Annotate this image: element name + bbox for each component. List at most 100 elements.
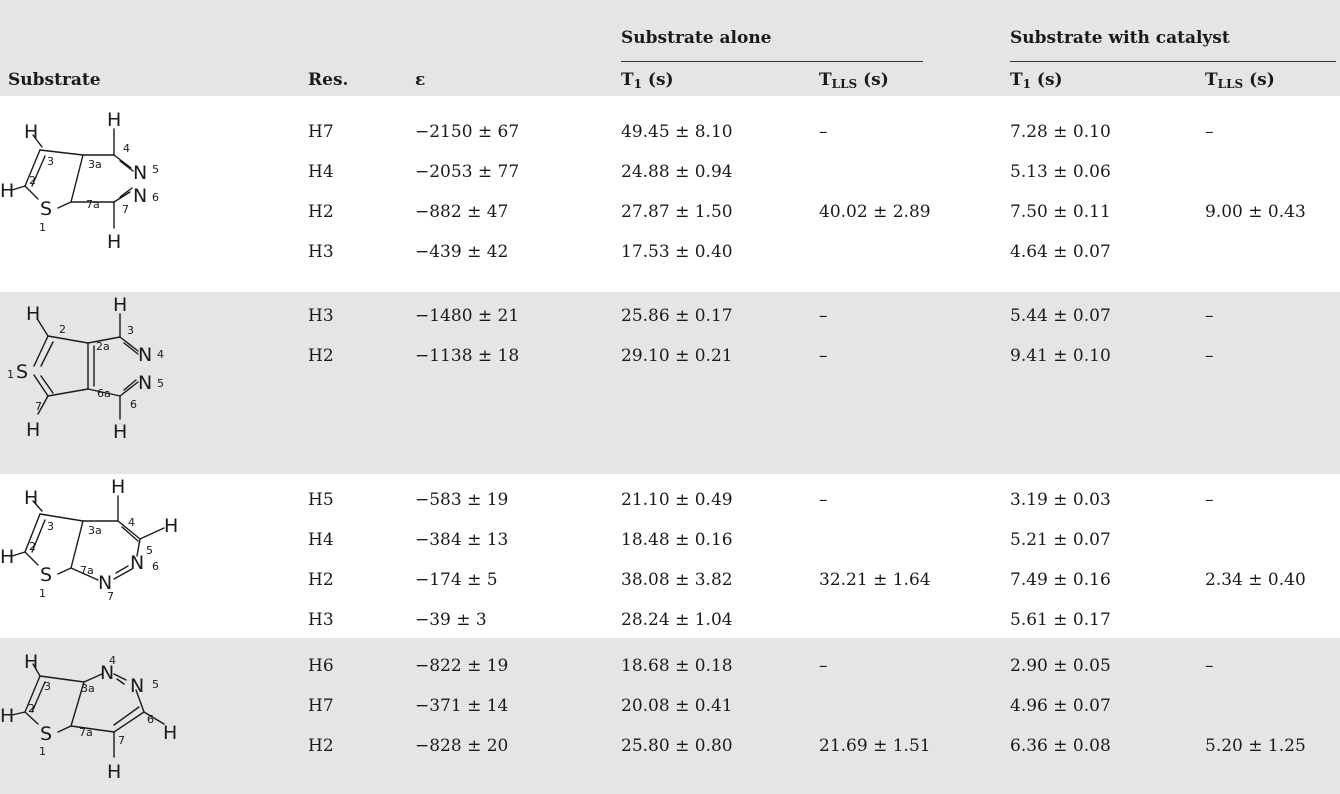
cell-t1-alone: 17.53 ± 0.40 bbox=[621, 242, 733, 262]
atom-number: 4 bbox=[128, 516, 135, 529]
atom-number: 4 bbox=[157, 348, 164, 361]
atom-label: N bbox=[133, 185, 147, 207]
atom-number: 7 bbox=[107, 590, 114, 603]
atom-label: H bbox=[24, 487, 38, 509]
cell-res: H7 bbox=[308, 122, 334, 142]
atom-label: N bbox=[130, 675, 144, 697]
atom-number: 3 bbox=[44, 680, 51, 693]
cell-tlls-alone: 32.21 ± 1.64 bbox=[819, 570, 931, 590]
atom-label: N bbox=[130, 552, 144, 574]
cell-t1-alone: 24.88 ± 0.94 bbox=[621, 162, 733, 182]
atom-number: 3 bbox=[47, 520, 54, 533]
cell-res: H2 bbox=[308, 202, 334, 222]
atom-number: 7 bbox=[118, 734, 125, 747]
cell-res: H6 bbox=[308, 656, 334, 676]
cell-res: H3 bbox=[308, 610, 334, 630]
cell-tlls-catalyst: 5.20 ± 1.25 bbox=[1205, 736, 1306, 756]
molecule-structure-2: H H S N N H H 2 3 2a 1 4 5 7 6a 6 bbox=[7, 294, 164, 443]
atom-label: H bbox=[107, 231, 121, 253]
atom-label: N bbox=[100, 662, 114, 684]
cell-t1-catalyst: 5.13 ± 0.06 bbox=[1010, 162, 1111, 182]
cell-epsilon: −1480 ± 21 bbox=[415, 306, 520, 326]
atom-number: 6a bbox=[97, 387, 111, 400]
atom-number: 6 bbox=[130, 398, 137, 411]
atom-number: 3a bbox=[88, 524, 102, 537]
atom-number: 1 bbox=[39, 587, 46, 600]
cell-t1-alone: 28.24 ± 1.04 bbox=[621, 610, 733, 630]
atom-label: H bbox=[26, 303, 40, 325]
cell-t1-alone: 38.08 ± 3.82 bbox=[621, 570, 733, 590]
atom-label: N bbox=[98, 572, 112, 594]
atom-label: S bbox=[40, 564, 52, 586]
atom-number: 5 bbox=[152, 678, 159, 691]
cell-t1-catalyst: 6.36 ± 0.08 bbox=[1010, 736, 1111, 756]
col-header-t1-catalyst: T1 (s) bbox=[1010, 70, 1063, 91]
row-band-4 bbox=[0, 638, 1340, 794]
atom-label: H bbox=[107, 109, 121, 131]
atom-label: H bbox=[111, 476, 125, 498]
atom-label: S bbox=[40, 723, 52, 745]
cell-tlls-alone: – bbox=[819, 490, 828, 510]
atom-number: 5 bbox=[152, 163, 159, 176]
cell-t1-alone: 27.87 ± 1.50 bbox=[621, 202, 733, 222]
atom-label: N bbox=[138, 372, 152, 394]
cell-res: H3 bbox=[308, 306, 334, 326]
cell-tlls-catalyst: – bbox=[1205, 656, 1214, 676]
cell-res: H3 bbox=[308, 242, 334, 262]
cell-epsilon: −2053 ± 77 bbox=[415, 162, 520, 182]
molecule-structure-1: H H H S N N H 3 3a 4 5 2 6 7a 7 1 bbox=[0, 109, 159, 253]
cell-tlls-catalyst: – bbox=[1205, 346, 1214, 366]
cell-t1-alone: 21.10 ± 0.49 bbox=[621, 490, 733, 510]
cell-res: H2 bbox=[308, 736, 334, 756]
atom-number: 1 bbox=[39, 745, 46, 758]
col-header-res: Res. bbox=[308, 70, 349, 90]
atom-number: 4 bbox=[123, 142, 130, 155]
atom-label: H bbox=[26, 419, 40, 441]
cell-tlls-alone: 40.02 ± 2.89 bbox=[819, 202, 931, 222]
cell-t1-catalyst: 2.90 ± 0.05 bbox=[1010, 656, 1111, 676]
atom-number: 6 bbox=[152, 191, 159, 204]
atom-number: 7 bbox=[122, 203, 129, 216]
atom-number: 1 bbox=[39, 221, 46, 234]
cell-tlls-catalyst: – bbox=[1205, 122, 1214, 142]
cell-tlls-alone: – bbox=[819, 306, 828, 326]
col-header-t1-alone: T1 (s) bbox=[621, 70, 674, 91]
atom-number: 1 bbox=[7, 368, 14, 381]
atom-label: H bbox=[113, 421, 127, 443]
atom-number: 3 bbox=[127, 324, 134, 337]
cell-res: H4 bbox=[308, 162, 334, 182]
atom-label: H bbox=[107, 761, 121, 783]
cell-t1-catalyst: 7.28 ± 0.10 bbox=[1010, 122, 1111, 142]
atom-label: H bbox=[24, 651, 38, 673]
cell-t1-catalyst: 5.21 ± 0.07 bbox=[1010, 530, 1111, 550]
atom-number: 2 bbox=[29, 540, 36, 553]
cell-tlls-alone: – bbox=[819, 122, 828, 142]
cell-t1-catalyst: 9.41 ± 0.10 bbox=[1010, 346, 1111, 366]
cell-res: H5 bbox=[308, 490, 334, 510]
atom-number: 2a bbox=[96, 340, 110, 353]
cell-res: H7 bbox=[308, 696, 334, 716]
atom-number: 3a bbox=[81, 682, 95, 695]
cell-t1-alone: 18.68 ± 0.18 bbox=[621, 656, 733, 676]
col-header-epsilon: ε bbox=[415, 70, 426, 90]
atom-number: 7a bbox=[86, 198, 100, 211]
cell-epsilon: −439 ± 42 bbox=[415, 242, 509, 262]
atom-number: 4 bbox=[109, 654, 116, 667]
cell-t1-alone: 25.86 ± 0.17 bbox=[621, 306, 733, 326]
cell-epsilon: −39 ± 3 bbox=[415, 610, 487, 630]
cell-tlls-catalyst: – bbox=[1205, 306, 1214, 326]
atom-label: H bbox=[0, 180, 14, 202]
header-substrate-alone: Substrate alone bbox=[621, 28, 772, 48]
atom-label: H bbox=[113, 294, 127, 316]
cell-t1-catalyst: 4.96 ± 0.07 bbox=[1010, 696, 1111, 716]
atom-label: S bbox=[16, 361, 28, 383]
atom-number: 5 bbox=[157, 377, 164, 390]
cell-epsilon: −822 ± 19 bbox=[415, 656, 509, 676]
cell-res: H4 bbox=[308, 530, 334, 550]
cell-t1-catalyst: 3.19 ± 0.03 bbox=[1010, 490, 1111, 510]
atom-label: N bbox=[138, 344, 152, 366]
cell-epsilon: −371 ± 14 bbox=[415, 696, 509, 716]
atom-label: H bbox=[24, 121, 38, 143]
cell-t1-alone: 49.45 ± 8.10 bbox=[621, 122, 733, 142]
